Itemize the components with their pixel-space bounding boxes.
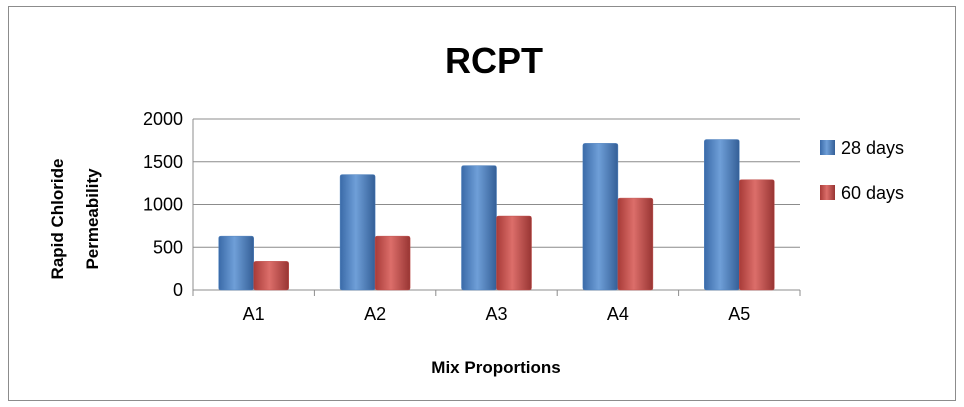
x-tick-label: A4 [607, 304, 629, 324]
axes [192, 119, 801, 296]
y-axis-label-line-1: Rapid Chloride [48, 159, 67, 280]
x-tick-label: A5 [728, 304, 750, 324]
x-axis-label: Mix Proportions [431, 358, 560, 377]
bar-28-days-A2 [339, 174, 376, 291]
bar-60-days-A1 [253, 261, 289, 291]
x-tick-label: A3 [485, 304, 507, 324]
legend-swatch [820, 185, 835, 200]
y-tick-label: 1500 [143, 152, 183, 172]
y-tick-labels: 0 500 1000 1500 2000 [143, 109, 183, 300]
legend-swatch [820, 140, 835, 155]
bar-28-days-A4 [582, 143, 619, 291]
legend-label: 60 days [841, 183, 904, 203]
bars [218, 139, 775, 291]
bar-60-days-A5 [739, 179, 775, 291]
bar-28-days-A1 [218, 235, 254, 291]
x-tick-labels: A1 A2 A3 A4 A5 [243, 304, 751, 324]
y-axis-label: Rapid Chloride Permeability [48, 159, 102, 280]
chart-title: RCPT [445, 40, 543, 81]
bar-60-days-A2 [374, 235, 411, 291]
y-tick-label: 0 [173, 280, 183, 300]
bar-60-days-A3 [496, 215, 532, 291]
y-tick-label: 2000 [143, 109, 183, 129]
y-tick-label: 500 [153, 237, 183, 257]
legend: 28 days 60 days [820, 138, 904, 203]
bar-28-days-A5 [704, 139, 740, 291]
x-tick-label: A2 [364, 304, 386, 324]
y-tick-label: 1000 [143, 195, 183, 215]
y-axis-label-line-2: Permeability [83, 168, 102, 270]
legend-label: 28 days [841, 138, 904, 158]
bar-60-days-A4 [617, 197, 654, 291]
x-tick-label: A1 [243, 304, 265, 324]
bar-28-days-A3 [461, 165, 497, 291]
